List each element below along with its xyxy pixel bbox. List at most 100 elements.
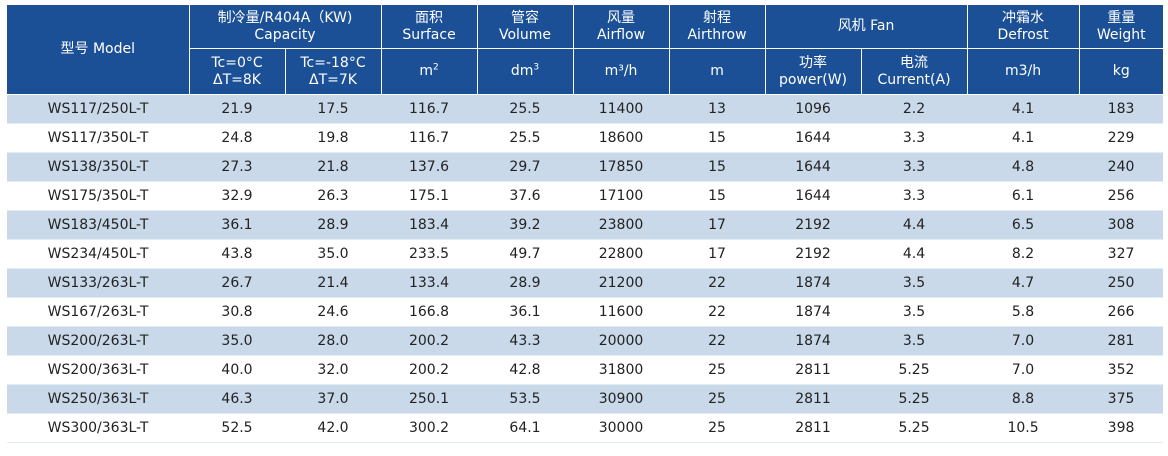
volume-cell: 28.9 — [477, 268, 574, 298]
header-defrost-cn: 冲霜水 — [1002, 9, 1045, 26]
table-row: WS117/250L-T 21.9 17.5 116.7 25.5 11400 13 1096… — [7, 94, 1164, 124]
table-row: WS167/263L-T 30.8 24.6 166.8 36.1 11600 22 1874… — [7, 297, 1164, 327]
volume-cell: 29.7 — [477, 152, 574, 182]
model-cell: WS300/363L-T — [7, 413, 189, 443]
capacity-tc18-cell: 32.0 — [285, 355, 382, 385]
defrost-cell: 4.8 — [967, 152, 1080, 182]
table-header: 型号 Model 制冷量/R404A（KW) Capacity 面积 Surfa… — [7, 5, 1164, 95]
capacity-tc0-cell: 40.0 — [189, 355, 285, 385]
airthrow-cell: 15 — [669, 181, 766, 211]
surface-unit-base: m — [419, 63, 433, 79]
capacity-tc0-cell: 21.9 — [189, 94, 285, 124]
model-cell: WS200/263L-T — [7, 326, 189, 356]
capacity-tc18-cell: 19.8 — [285, 123, 382, 153]
surface-cell: 300.2 — [381, 413, 478, 443]
model-cell: WS250/363L-T — [7, 384, 189, 414]
capacity-tc18-label: Tc=-18°C — [300, 54, 366, 71]
header-capacity: 制冷量/R404A（KW) Capacity — [189, 5, 382, 49]
capacity-tc18-cell: 28.9 — [285, 210, 382, 240]
fan-power-cell: 1644 — [765, 152, 862, 182]
header-weight-unit: kg — [1079, 48, 1164, 95]
table-row: WS200/363L-T 40.0 32.0 200.2 42.8 31800 25 2811… — [7, 355, 1164, 385]
model-cell: WS117/350L-T — [7, 123, 189, 153]
header-fan: 风机 Fan — [765, 5, 968, 49]
weight-cell: 183 — [1079, 94, 1164, 124]
header-row-top: 型号 Model 制冷量/R404A（KW) Capacity 面积 Surfa… — [7, 5, 1164, 95]
capacity-tc18-cell: 35.0 — [285, 239, 382, 269]
fan-power-cell: 1874 — [765, 297, 862, 327]
fan-current-cell: 3.5 — [861, 297, 968, 327]
weight-cell: 266 — [1079, 297, 1164, 327]
defrost-cell: 7.0 — [967, 326, 1080, 356]
header-airflow: 风量 Airflow — [573, 5, 670, 49]
header-surface-cn: 面积 — [415, 9, 444, 26]
volume-cell: 25.5 — [477, 123, 574, 153]
airflow-cell: 30000 — [573, 413, 670, 443]
volume-cell: 49.7 — [477, 239, 574, 269]
table-row: WS138/350L-T 27.3 21.8 137.6 29.7 17850 15 1644… — [7, 152, 1164, 182]
airflow-cell: 17100 — [573, 181, 670, 211]
fan-current-cell: 3.5 — [861, 326, 968, 356]
header-airthrow: 射程 Airthrow — [669, 5, 766, 49]
airflow-cell: 17850 — [573, 152, 670, 182]
volume-unit-base: dm — [510, 63, 534, 79]
model-cell: WS117/250L-T — [7, 94, 189, 124]
header-airthrow-cn: 射程 — [703, 9, 732, 26]
airflow-unit-label: m³/h — [604, 63, 638, 79]
header-airflow-unit: m³/h — [573, 48, 670, 95]
capacity-tc18-cell: 21.4 — [285, 268, 382, 298]
defrost-cell: 8.2 — [967, 239, 1080, 269]
airthrow-cell: 25 — [669, 413, 766, 443]
airthrow-cell: 25 — [669, 355, 766, 385]
airflow-cell: 31800 — [573, 355, 670, 385]
weight-cell: 327 — [1079, 239, 1164, 269]
capacity-tc18-cell: 17.5 — [285, 94, 382, 124]
header-airflow-en: Airflow — [596, 26, 646, 43]
volume-cell: 39.2 — [477, 210, 574, 240]
header-airthrow-unit: m — [669, 48, 766, 95]
weight-cell: 398 — [1079, 413, 1164, 443]
weight-cell: 375 — [1079, 384, 1164, 414]
volume-cell: 36.1 — [477, 297, 574, 327]
header-surface-unit: m2 — [381, 48, 478, 95]
model-cell: WS234/450L-T — [7, 239, 189, 269]
fan-power-cell: 1644 — [765, 181, 862, 211]
fan-power-cell: 2811 — [765, 384, 862, 414]
airthrow-cell: 17 — [669, 210, 766, 240]
header-weight: 重量 Weight — [1079, 5, 1164, 49]
model-cell: WS183/450L-T — [7, 210, 189, 240]
capacity-tc18-cell: 21.8 — [285, 152, 382, 182]
weight-cell: 240 — [1079, 152, 1164, 182]
spec-table: 型号 Model 制冷量/R404A（KW) Capacity 面积 Surfa… — [7, 5, 1164, 443]
defrost-cell: 5.8 — [967, 297, 1080, 327]
defrost-cell: 10.5 — [967, 413, 1080, 443]
header-capacity-en: Capacity — [254, 26, 316, 43]
model-cell: WS175/350L-T — [7, 181, 189, 211]
header-volume-cn: 管容 — [511, 9, 540, 26]
model-cell: WS167/263L-T — [7, 297, 189, 327]
capacity-tc0-cell: 35.0 — [189, 326, 285, 356]
volume-cell: 37.6 — [477, 181, 574, 211]
airthrow-cell: 17 — [669, 239, 766, 269]
header-capacity-tc18: Tc=-18°C ΔT=7K — [285, 48, 382, 95]
table-row: WS133/263L-T 26.7 21.4 133.4 28.9 21200 22 1874… — [7, 268, 1164, 298]
header-volume-unit: dm3 — [477, 48, 574, 95]
capacity-tc0-cell: 27.3 — [189, 152, 285, 182]
header-fan-label: 风机 Fan — [837, 18, 895, 34]
fan-power-cell: 2811 — [765, 413, 862, 443]
surface-cell: 175.1 — [381, 181, 478, 211]
defrost-cell: 6.1 — [967, 181, 1080, 211]
defrost-cell: 4.1 — [967, 94, 1080, 124]
fan-power-cn: 功率 — [799, 54, 828, 71]
volume-cell: 25.5 — [477, 94, 574, 124]
airflow-cell: 23800 — [573, 210, 670, 240]
airthrow-cell: 25 — [669, 384, 766, 414]
surface-cell: 250.1 — [381, 384, 478, 414]
surface-cell: 183.4 — [381, 210, 478, 240]
header-defrost-unit: m3/h — [967, 48, 1080, 95]
weight-cell: 281 — [1079, 326, 1164, 356]
airflow-cell: 22800 — [573, 239, 670, 269]
airflow-cell: 18600 — [573, 123, 670, 153]
capacity-tc0-label: Tc=0°C — [211, 54, 263, 71]
fan-current-cell: 2.2 — [861, 94, 968, 124]
